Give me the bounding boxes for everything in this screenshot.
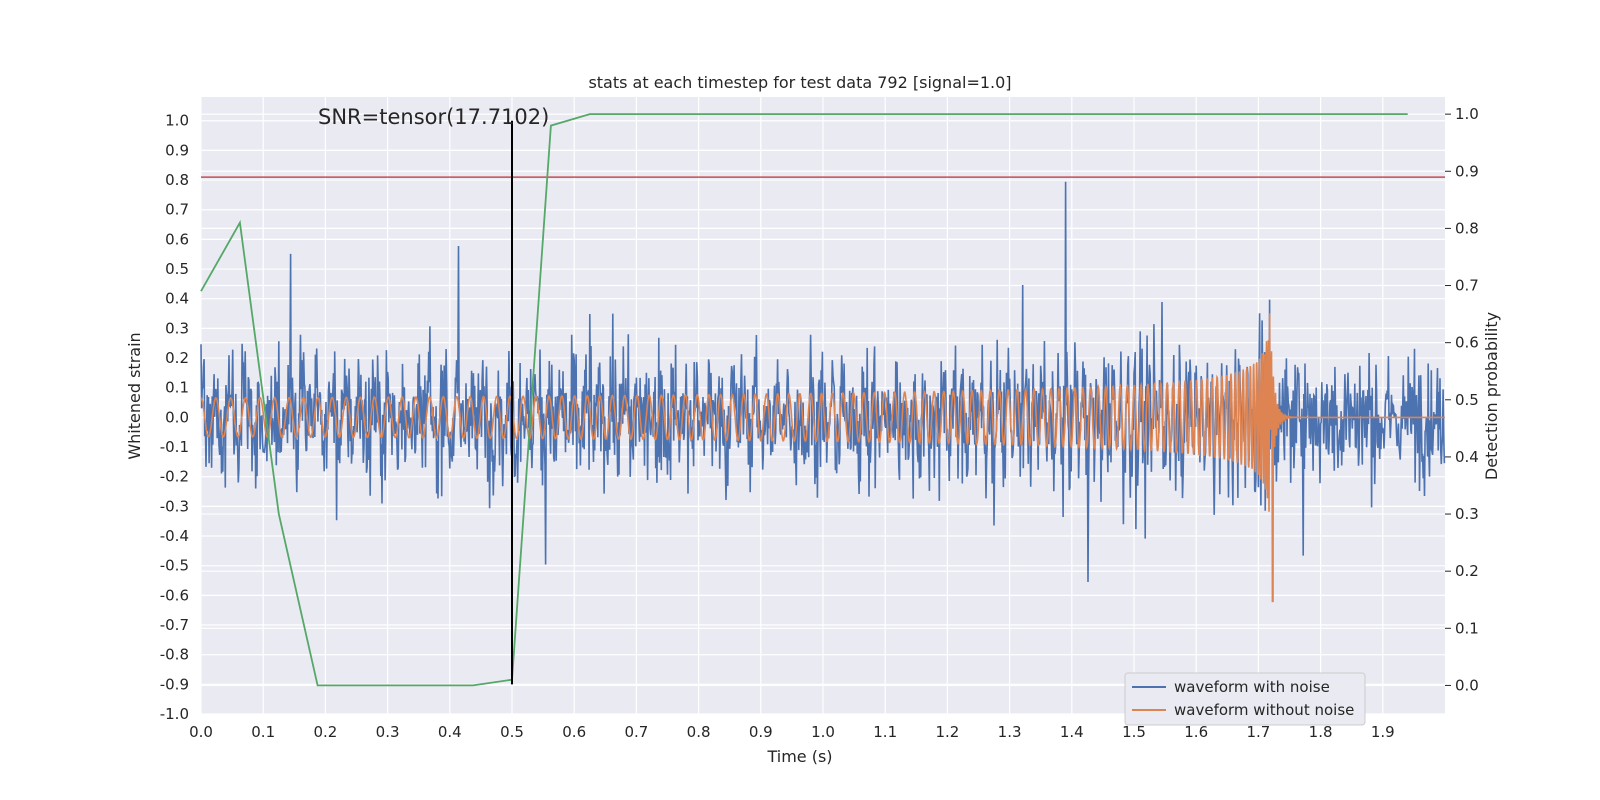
y-tick-label: -0.1 bbox=[160, 438, 189, 456]
x-axis: 0.0 0.1 0.2 0.3 0.4 0.5 0.6 0.7 0.8 0.9 1.0 1.1 1.2 1… bbox=[189, 723, 1395, 741]
y-tick-label: 1.0 bbox=[165, 112, 189, 130]
y2-tick-label: 0.2 bbox=[1455, 562, 1479, 580]
x-tick-label: 1.3 bbox=[998, 723, 1022, 741]
y2-tick-label: 0.0 bbox=[1455, 676, 1479, 694]
y2-tick-label: 0.1 bbox=[1455, 619, 1479, 637]
x-axis-label: Time (s) bbox=[766, 747, 832, 766]
y-tick-label: 0.8 bbox=[165, 171, 189, 189]
x-tick-label: 0.2 bbox=[313, 723, 337, 741]
x-tick-label: 1.9 bbox=[1371, 723, 1395, 741]
y-tick-label: -0.8 bbox=[160, 646, 189, 664]
x-tick-label: 0.4 bbox=[438, 723, 462, 741]
chirp-series-layer bbox=[200, 313, 1445, 603]
x-tick-label: 1.1 bbox=[873, 723, 897, 741]
x-tick-label: 1.0 bbox=[811, 723, 835, 741]
y-tick-label: 0.9 bbox=[165, 141, 189, 159]
x-tick-label: 1.7 bbox=[1246, 723, 1270, 741]
x-tick-label: 1.2 bbox=[935, 723, 959, 741]
x-tick-label: 0.7 bbox=[624, 723, 648, 741]
y-tick-label: 0.1 bbox=[165, 379, 189, 397]
y-tick-label: -0.4 bbox=[160, 527, 189, 545]
y2-tick-label: 1.0 bbox=[1455, 105, 1479, 123]
y2-tick-label: 0.7 bbox=[1455, 277, 1479, 295]
y2-tick-label: 0.4 bbox=[1455, 448, 1479, 466]
x-tick-label: 0.5 bbox=[500, 723, 524, 741]
y-axis-left: -1.0 -0.9 -0.8 -0.7 -0.6 -0.5 -0.4 -0.3 -0.2 -0.1… bbox=[160, 112, 189, 723]
y-axis-label: Whitened strain bbox=[125, 332, 144, 459]
y-tick-label: -0.6 bbox=[160, 586, 189, 604]
y-tick-label: -0.3 bbox=[160, 497, 189, 515]
x-tick-label: 1.8 bbox=[1309, 723, 1333, 741]
x-tick-label: 1.5 bbox=[1122, 723, 1146, 741]
x-tick-label: 1.4 bbox=[1060, 723, 1084, 741]
x-tick-label: 0.6 bbox=[562, 723, 586, 741]
y2-tick-label: 0.9 bbox=[1455, 162, 1479, 180]
y-tick-label: 0.3 bbox=[165, 319, 189, 337]
y2-tick-label: 0.3 bbox=[1455, 505, 1479, 523]
x-tick-label: 0.3 bbox=[376, 723, 400, 741]
y-tick-label: 0.2 bbox=[165, 349, 189, 367]
y-tick-label: 0.0 bbox=[165, 408, 189, 426]
snr-annotation: SNR=tensor(17.7102) bbox=[318, 105, 549, 129]
y2-tick-label: 0.8 bbox=[1455, 219, 1479, 237]
y2-tick-label: 0.5 bbox=[1455, 391, 1479, 409]
y-tick-label: -0.5 bbox=[160, 557, 189, 575]
y-axis-right: 0.0 0.1 0.2 0.3 0.4 0.5 0.6 0.7 0.8 0.9 1.0 bbox=[1445, 105, 1479, 694]
y2-axis-label: Detection probability bbox=[1482, 312, 1501, 480]
y2-tick-label: 0.6 bbox=[1455, 334, 1479, 352]
x-tick-label: 0.9 bbox=[749, 723, 773, 741]
waveform-without-noise-line bbox=[200, 313, 1445, 603]
y-tick-label: 0.7 bbox=[165, 201, 189, 219]
x-tick-label: 0.8 bbox=[687, 723, 711, 741]
probability-series-layer bbox=[200, 113, 1408, 687]
x-tick-label: 0.1 bbox=[251, 723, 275, 741]
chart-title: stats at each timestep for test data 792… bbox=[588, 73, 1011, 92]
legend-box bbox=[1124, 672, 1366, 726]
x-tick-label: 0.0 bbox=[189, 723, 213, 741]
x-tick-label: 1.6 bbox=[1184, 723, 1208, 741]
legend-label-chirp: waveform without noise bbox=[1174, 701, 1354, 719]
y-tick-label: -0.7 bbox=[160, 616, 189, 634]
y-tick-label: -0.9 bbox=[160, 675, 189, 693]
y-tick-label: 0.5 bbox=[165, 260, 189, 278]
detection-probability-line bbox=[200, 113, 1408, 687]
legend-label-noise: waveform with noise bbox=[1174, 678, 1330, 696]
grid bbox=[200, 97, 1445, 715]
y-tick-label: -0.2 bbox=[160, 468, 189, 486]
y-tick-label: 0.4 bbox=[165, 290, 189, 308]
y-tick-label: 0.6 bbox=[165, 230, 189, 248]
y-tick-label: -1.0 bbox=[160, 705, 189, 723]
legend: waveform with noise waveform without noi… bbox=[1124, 672, 1366, 726]
